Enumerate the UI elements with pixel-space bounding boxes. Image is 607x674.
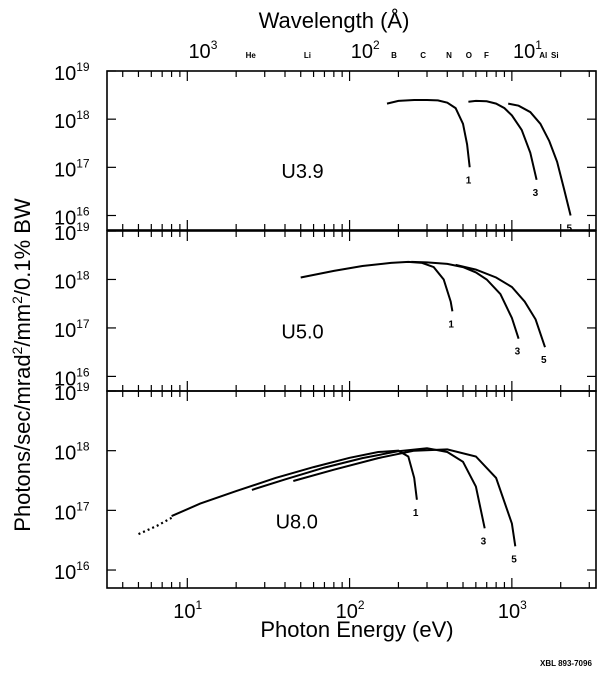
y-tick-label: 1016 bbox=[54, 205, 90, 230]
element-marker: C bbox=[420, 51, 426, 60]
element-marker: Li bbox=[304, 51, 311, 60]
series-harmonic-5 bbox=[455, 263, 546, 348]
harmonic-label: 3 bbox=[533, 188, 539, 199]
x-tick-label: 102 bbox=[336, 598, 365, 623]
y-tick-label: 1019 bbox=[54, 380, 90, 405]
series-harmonic-1 bbox=[300, 260, 454, 312]
y-axis-title: Photons/sec/mrad2/mm2/0.1% BW bbox=[9, 198, 35, 532]
harmonic-label: 3 bbox=[481, 536, 487, 547]
credit-label: XBL 893-7096 bbox=[540, 659, 592, 668]
series-extension bbox=[138, 516, 173, 536]
y-tick-label: 1016 bbox=[54, 365, 90, 390]
element-marker: F bbox=[484, 51, 489, 60]
harmonic-label: 5 bbox=[511, 554, 517, 565]
top-tick-label: 101 bbox=[513, 38, 542, 63]
element-marker: Al bbox=[539, 51, 547, 60]
panel-u5-0: 1016 1017 1018 1019 U5.0 1 3 5 bbox=[54, 220, 597, 392]
x-tick-label: 101 bbox=[173, 598, 202, 623]
harmonic-label: 1 bbox=[466, 175, 472, 186]
series-harmonic-3 bbox=[411, 260, 520, 340]
y-tick-label: 1017 bbox=[54, 499, 90, 524]
top-tick-label: 103 bbox=[188, 38, 217, 63]
element-markers: He Li B C N O F Al Si bbox=[246, 51, 559, 60]
y-tick-label: 1017 bbox=[54, 317, 90, 342]
panel-frame bbox=[106, 390, 597, 589]
series-harmonic-5 bbox=[508, 102, 572, 216]
x-tick-labels: 101 102 103 bbox=[173, 598, 527, 623]
top-ticks: 103 102 101 bbox=[188, 38, 542, 63]
top-axis-title: Wavelength (Å) bbox=[259, 8, 410, 33]
panel-u3-9: 1016 1017 1018 1019 U3.9 1 3 5 bbox=[54, 60, 597, 235]
y-tick-label: 1018 bbox=[54, 268, 90, 293]
series-harmonic-1 bbox=[386, 99, 471, 168]
series-harmonic-5 bbox=[293, 448, 517, 547]
y-tick-label: 1018 bbox=[54, 108, 90, 133]
harmonic-label: 1 bbox=[413, 508, 419, 519]
panels: 1016 1017 1018 1019 U3.9 1 3 5 1016 1017 1018 1019 U… bbox=[54, 60, 597, 589]
series-harmonic-1 bbox=[171, 449, 418, 518]
y-tick-label: 1017 bbox=[54, 156, 90, 181]
element-marker: O bbox=[466, 51, 472, 60]
y-tick-label: 1019 bbox=[54, 220, 90, 245]
element-marker: N bbox=[446, 51, 452, 60]
y-tick-label: 1019 bbox=[54, 60, 90, 85]
panel-frame bbox=[106, 70, 597, 231]
x-tick-label: 103 bbox=[498, 598, 527, 623]
panel-label: U3.9 bbox=[281, 161, 323, 183]
series-harmonic-3 bbox=[251, 447, 486, 529]
y-tick-label: 1016 bbox=[54, 559, 90, 584]
x-axis-title: Photon Energy (eV) bbox=[260, 617, 453, 642]
harmonic-label: 1 bbox=[448, 319, 454, 330]
panel-frame bbox=[106, 230, 597, 392]
top-tick-label: 102 bbox=[351, 38, 380, 63]
harmonic-label: 5 bbox=[541, 355, 547, 366]
y-tick-label: 1018 bbox=[54, 440, 90, 465]
panel-u8-0: 1016 1017 1018 1019 U8.0 1 3 5 bbox=[54, 380, 597, 589]
element-marker: He bbox=[246, 51, 257, 60]
panel-label: U8.0 bbox=[276, 511, 318, 533]
harmonic-label: 5 bbox=[567, 224, 573, 235]
element-marker: Si bbox=[551, 51, 559, 60]
series-harmonic-3 bbox=[468, 99, 538, 181]
panel-label: U5.0 bbox=[281, 322, 323, 344]
harmonic-label: 3 bbox=[515, 347, 521, 358]
element-marker: B bbox=[391, 51, 397, 60]
